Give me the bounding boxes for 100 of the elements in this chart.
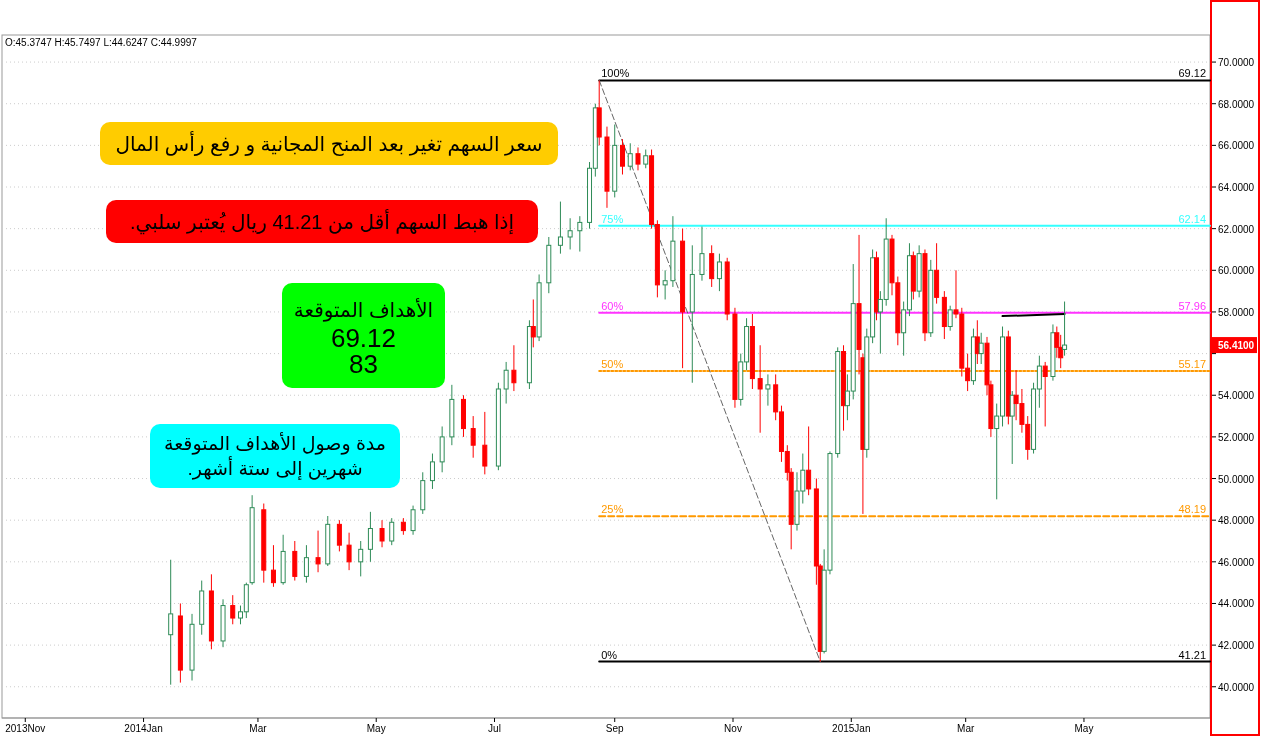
candlestick — [709, 244, 715, 288]
y-tick-label: 58.0000 — [1218, 306, 1255, 318]
candlestick — [389, 517, 395, 546]
candlestick — [336, 519, 342, 552]
series-label: 25% — [601, 503, 624, 516]
candlestick — [934, 242, 940, 305]
candlestick — [177, 602, 183, 684]
x-tick-label: 2013Nov — [5, 723, 46, 734]
series-label: 60% — [601, 299, 624, 312]
candlestick — [470, 415, 476, 459]
y-tick-label: 46.0000 — [1218, 556, 1255, 568]
candlestick — [941, 290, 947, 340]
candlestick — [511, 344, 517, 392]
candlestick — [910, 251, 916, 300]
candlestick — [947, 305, 953, 332]
candlestick — [503, 361, 509, 405]
candlestick — [292, 540, 298, 582]
candlestick — [670, 215, 676, 288]
y-tick-label: 62.0000 — [1218, 223, 1255, 235]
candlestick — [635, 146, 641, 171]
candlestick — [367, 511, 373, 563]
candlestick — [168, 559, 174, 686]
candlestick — [420, 471, 426, 515]
candlestick — [482, 411, 488, 475]
candlestick — [526, 319, 532, 390]
price-label: 56.4100 — [1212, 337, 1257, 354]
series-label: 100% — [601, 67, 630, 80]
candlestick — [439, 425, 445, 473]
candlestick — [546, 236, 552, 294]
y-tick-label: 40.0000 — [1218, 681, 1255, 693]
candlestick — [1042, 361, 1048, 427]
candlestick — [567, 217, 573, 250]
x-tick-label: May — [366, 723, 386, 734]
candlestick — [577, 215, 583, 253]
candlestick — [662, 269, 668, 300]
candlestick — [699, 226, 705, 282]
candlestick — [1054, 326, 1060, 359]
candlestick — [400, 517, 406, 536]
candlestick — [680, 228, 686, 369]
candlestick — [916, 244, 922, 298]
series-label: 75% — [601, 212, 624, 225]
candlestick — [928, 259, 934, 338]
candlestick — [495, 382, 501, 471]
candlestick — [315, 530, 321, 573]
candlestick — [325, 515, 331, 567]
y-tick-label: 64.0000 — [1218, 182, 1255, 194]
candlestick — [249, 494, 255, 586]
data-label: 41.21 — [1178, 648, 1206, 661]
y-tick-label: 54.0000 — [1218, 390, 1255, 402]
candlestick — [765, 373, 771, 407]
candlestick — [689, 244, 695, 384]
x-tick-label: May — [1074, 723, 1094, 734]
candlestick — [1058, 334, 1064, 369]
candlestick — [199, 580, 205, 636]
y-tick-label: 60.0000 — [1218, 265, 1255, 277]
candlestick — [536, 273, 542, 342]
candlestick — [303, 544, 309, 584]
annotation: O:45.3747 H:45.7497 L:44.6247 C:44.9997 — [5, 37, 198, 48]
candlestick — [604, 126, 610, 209]
data-label: 62.14 — [1178, 212, 1206, 225]
y-tick-label: 50.0000 — [1218, 473, 1255, 485]
annotation: سعر السهم تغير بعد المنح المجانية و رفع رأس المال — [115, 130, 543, 156]
x-tick-label: Mar — [249, 723, 268, 734]
x-tick-label: Sep — [605, 723, 625, 734]
y-tick-label: 44.0000 — [1218, 598, 1255, 610]
candlestick — [189, 613, 195, 682]
y-tick-label: 68.0000 — [1218, 98, 1255, 110]
x-tick-label: Mar — [957, 723, 975, 734]
candlestick — [643, 149, 649, 169]
candlestick — [460, 394, 466, 438]
x-tick-label: Jul — [488, 723, 501, 734]
candlestick — [230, 594, 236, 625]
candlestick — [557, 201, 563, 255]
candlestick — [724, 257, 730, 321]
candlestick — [732, 307, 738, 409]
annotation: مدة وصول الأهداف المتوقعة شهرين إلى ستة أشهر. — [164, 432, 386, 482]
series-label: 0% — [601, 648, 618, 661]
candlestick — [716, 253, 722, 292]
candlestick — [1050, 323, 1056, 382]
candlestick — [619, 138, 625, 176]
x-tick-label: 2014Jan — [124, 723, 163, 734]
y-tick-label: 70.0000 — [1218, 57, 1255, 69]
data-label: 57.96 — [1178, 299, 1206, 312]
candlestick — [627, 142, 633, 171]
candlestick — [835, 346, 841, 459]
data-label: 55.17 — [1178, 357, 1206, 370]
y-tick-label: 42.0000 — [1218, 640, 1255, 652]
candlestick — [749, 313, 755, 390]
candlestick — [922, 248, 928, 342]
candlestick — [806, 425, 812, 496]
x-tick-label: Nov — [724, 723, 742, 734]
candlestick — [757, 344, 763, 434]
data-label: 48.19 — [1178, 503, 1206, 516]
data-label: 69.12 — [1178, 67, 1206, 80]
candlestick — [1062, 301, 1068, 357]
series-label: 50% — [601, 357, 624, 370]
candlestick — [429, 453, 435, 490]
candlestick — [379, 519, 385, 548]
y-tick-label: 48.0000 — [1218, 515, 1255, 527]
candlestick — [346, 532, 352, 571]
